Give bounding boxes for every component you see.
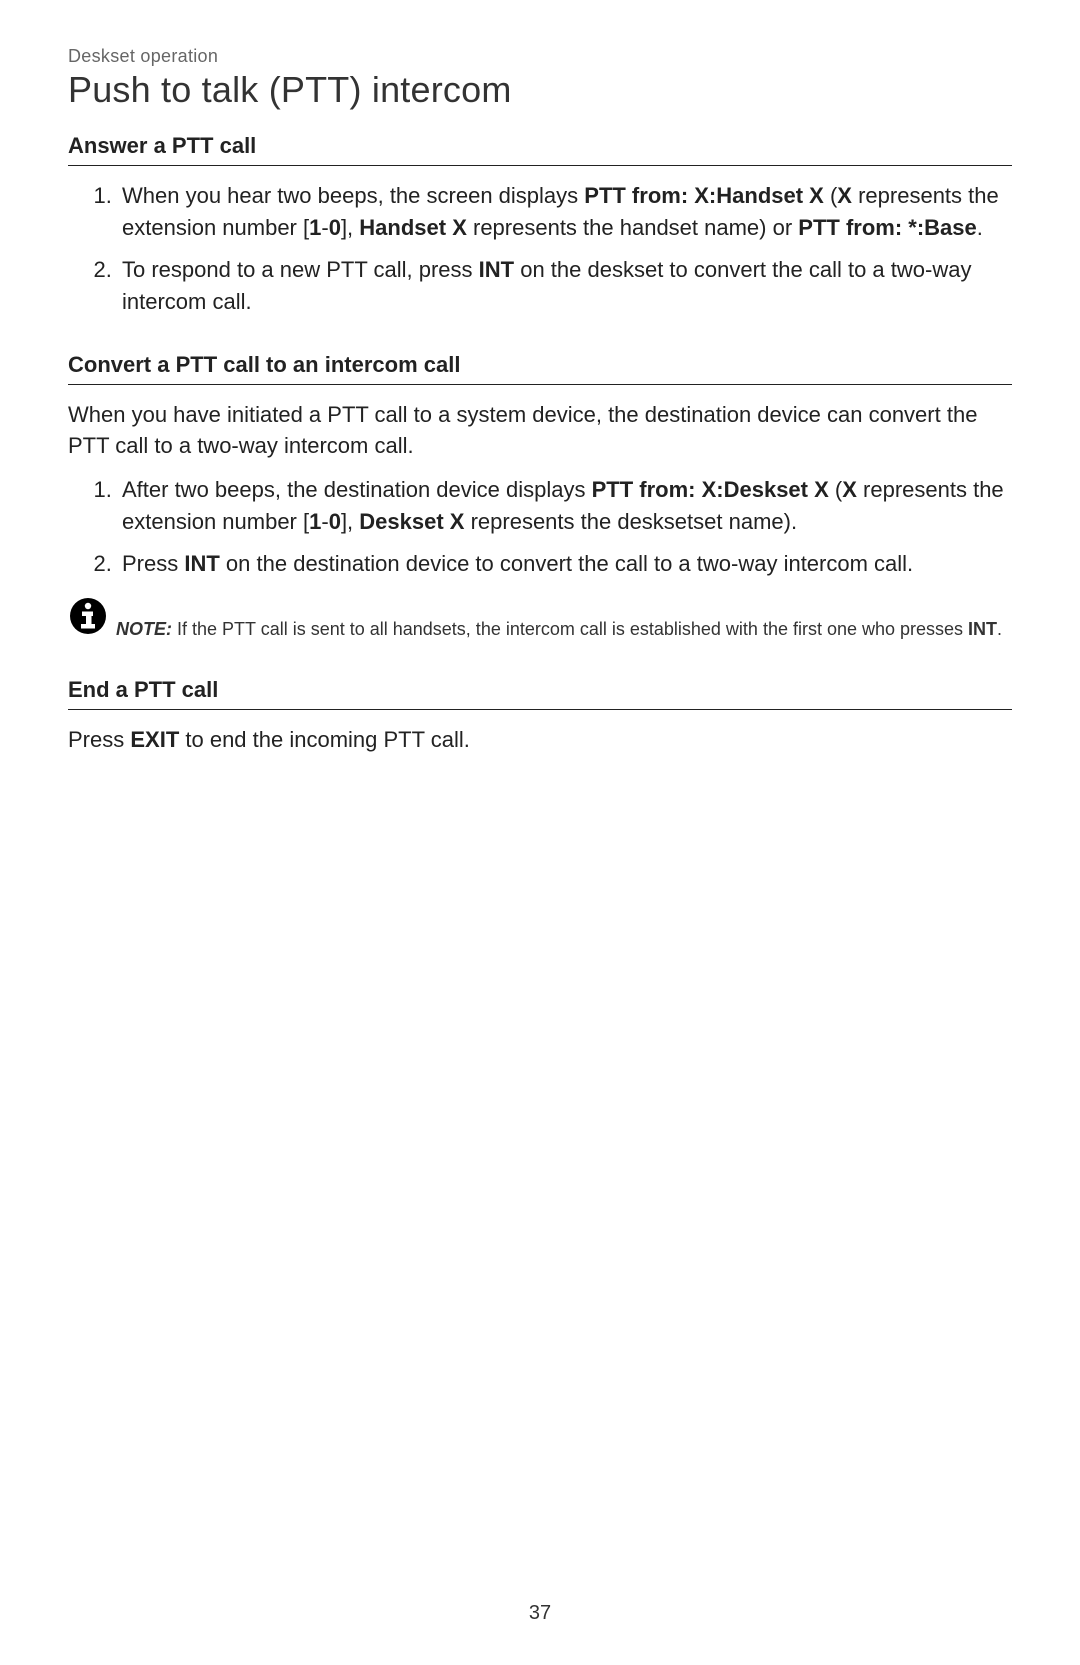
section-heading-answer: Answer a PTT call [68, 133, 1012, 166]
text: . [997, 619, 1002, 639]
text: To respond to a new PTT call, press [122, 257, 479, 282]
convert-steps: After two beeps, the destination device … [68, 474, 1012, 580]
answer-step-2: To respond to a new PTT call, press INT … [118, 254, 1012, 318]
note-block: NOTE: If the PTT call is sent to all han… [68, 602, 1012, 643]
info-icon [68, 596, 108, 636]
page-title: Push to talk (PTT) intercom [68, 69, 1012, 111]
manual-page: Deskset operation Push to talk (PTT) int… [0, 0, 1080, 1665]
text: ], [341, 215, 359, 240]
text: ], [341, 509, 359, 534]
convert-step-1: After two beeps, the destination device … [118, 474, 1012, 538]
text: ( [824, 183, 837, 208]
bold: PTT from: *:Base [798, 215, 976, 240]
bold: 1 [309, 215, 321, 240]
text: . [977, 215, 983, 240]
bold: Deskset X [359, 509, 464, 534]
bold: Handset X [359, 215, 467, 240]
page-number: 37 [0, 1602, 1080, 1625]
bold: X [837, 183, 852, 208]
bold: INT [184, 551, 219, 576]
text: When you hear two beeps, the screen disp… [122, 183, 584, 208]
bold: INT [479, 257, 514, 282]
bold: INT [968, 619, 997, 639]
bold: 0 [329, 509, 341, 534]
end-body: Press EXIT to end the incoming PTT call. [68, 724, 1012, 756]
text: represents the handset name) or [467, 215, 798, 240]
section-heading-end: End a PTT call [68, 677, 1012, 710]
text: represents the desksetset name). [464, 509, 797, 534]
note-text: NOTE: If the PTT call is sent to all han… [116, 602, 1002, 643]
text: ( [829, 477, 842, 502]
bold: PTT from: X:Deskset X [592, 477, 829, 502]
text: If the PTT call is sent to all handsets,… [172, 619, 968, 639]
breadcrumb: Deskset operation [68, 46, 1012, 67]
text: - [321, 215, 328, 240]
answer-steps: When you hear two beeps, the screen disp… [68, 180, 1012, 318]
text: - [321, 509, 328, 534]
note-label: NOTE: [116, 619, 172, 639]
section-heading-convert: Convert a PTT call to an intercom call [68, 352, 1012, 385]
text: Press [68, 727, 130, 752]
text: After two beeps, the destination device … [122, 477, 592, 502]
bold: X [842, 477, 857, 502]
text: on the destination device to convert the… [220, 551, 913, 576]
text: to end the incoming PTT call. [179, 727, 470, 752]
bold: 1 [309, 509, 321, 534]
bold: PTT from: X:Handset X [584, 183, 824, 208]
answer-step-1: When you hear two beeps, the screen disp… [118, 180, 1012, 244]
text: Press [122, 551, 184, 576]
bold: EXIT [130, 727, 179, 752]
convert-intro: When you have initiated a PTT call to a … [68, 399, 1012, 463]
bold: 0 [329, 215, 341, 240]
convert-step-2: Press INT on the destination device to c… [118, 548, 1012, 580]
